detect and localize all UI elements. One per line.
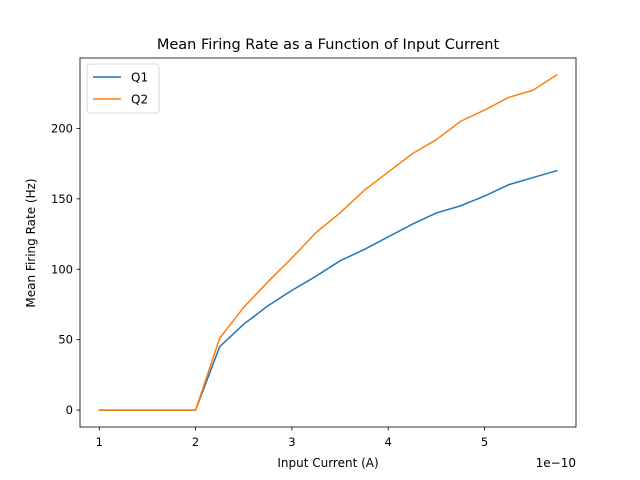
- x-axis-offset-label: 1e−10: [536, 456, 576, 470]
- y-tick-label: 200: [51, 121, 73, 135]
- y-tick-label: 50: [58, 333, 73, 347]
- x-axis-label: Input Current (A): [277, 456, 378, 470]
- x-tick-label: 1: [96, 435, 103, 449]
- chart-title: Mean Firing Rate as a Function of Input …: [157, 37, 500, 53]
- y-tick-label: 100: [51, 262, 73, 276]
- y-tick-label: 0: [66, 403, 73, 417]
- legend-label-q1: Q1: [131, 71, 148, 85]
- y-axis-label: Mean Firing Rate (Hz): [24, 178, 38, 307]
- legend-label-q2: Q2: [131, 93, 148, 107]
- legend-box: [86, 63, 160, 114]
- series-line-q2: [98, 73, 558, 411]
- x-tick-label: 2: [192, 435, 199, 449]
- x-tick-label: 4: [385, 435, 392, 449]
- x-tick-label: 5: [481, 435, 488, 449]
- axes-frame: [79, 57, 577, 428]
- x-tick-label: 3: [288, 435, 295, 449]
- y-tick-label: 150: [51, 192, 73, 206]
